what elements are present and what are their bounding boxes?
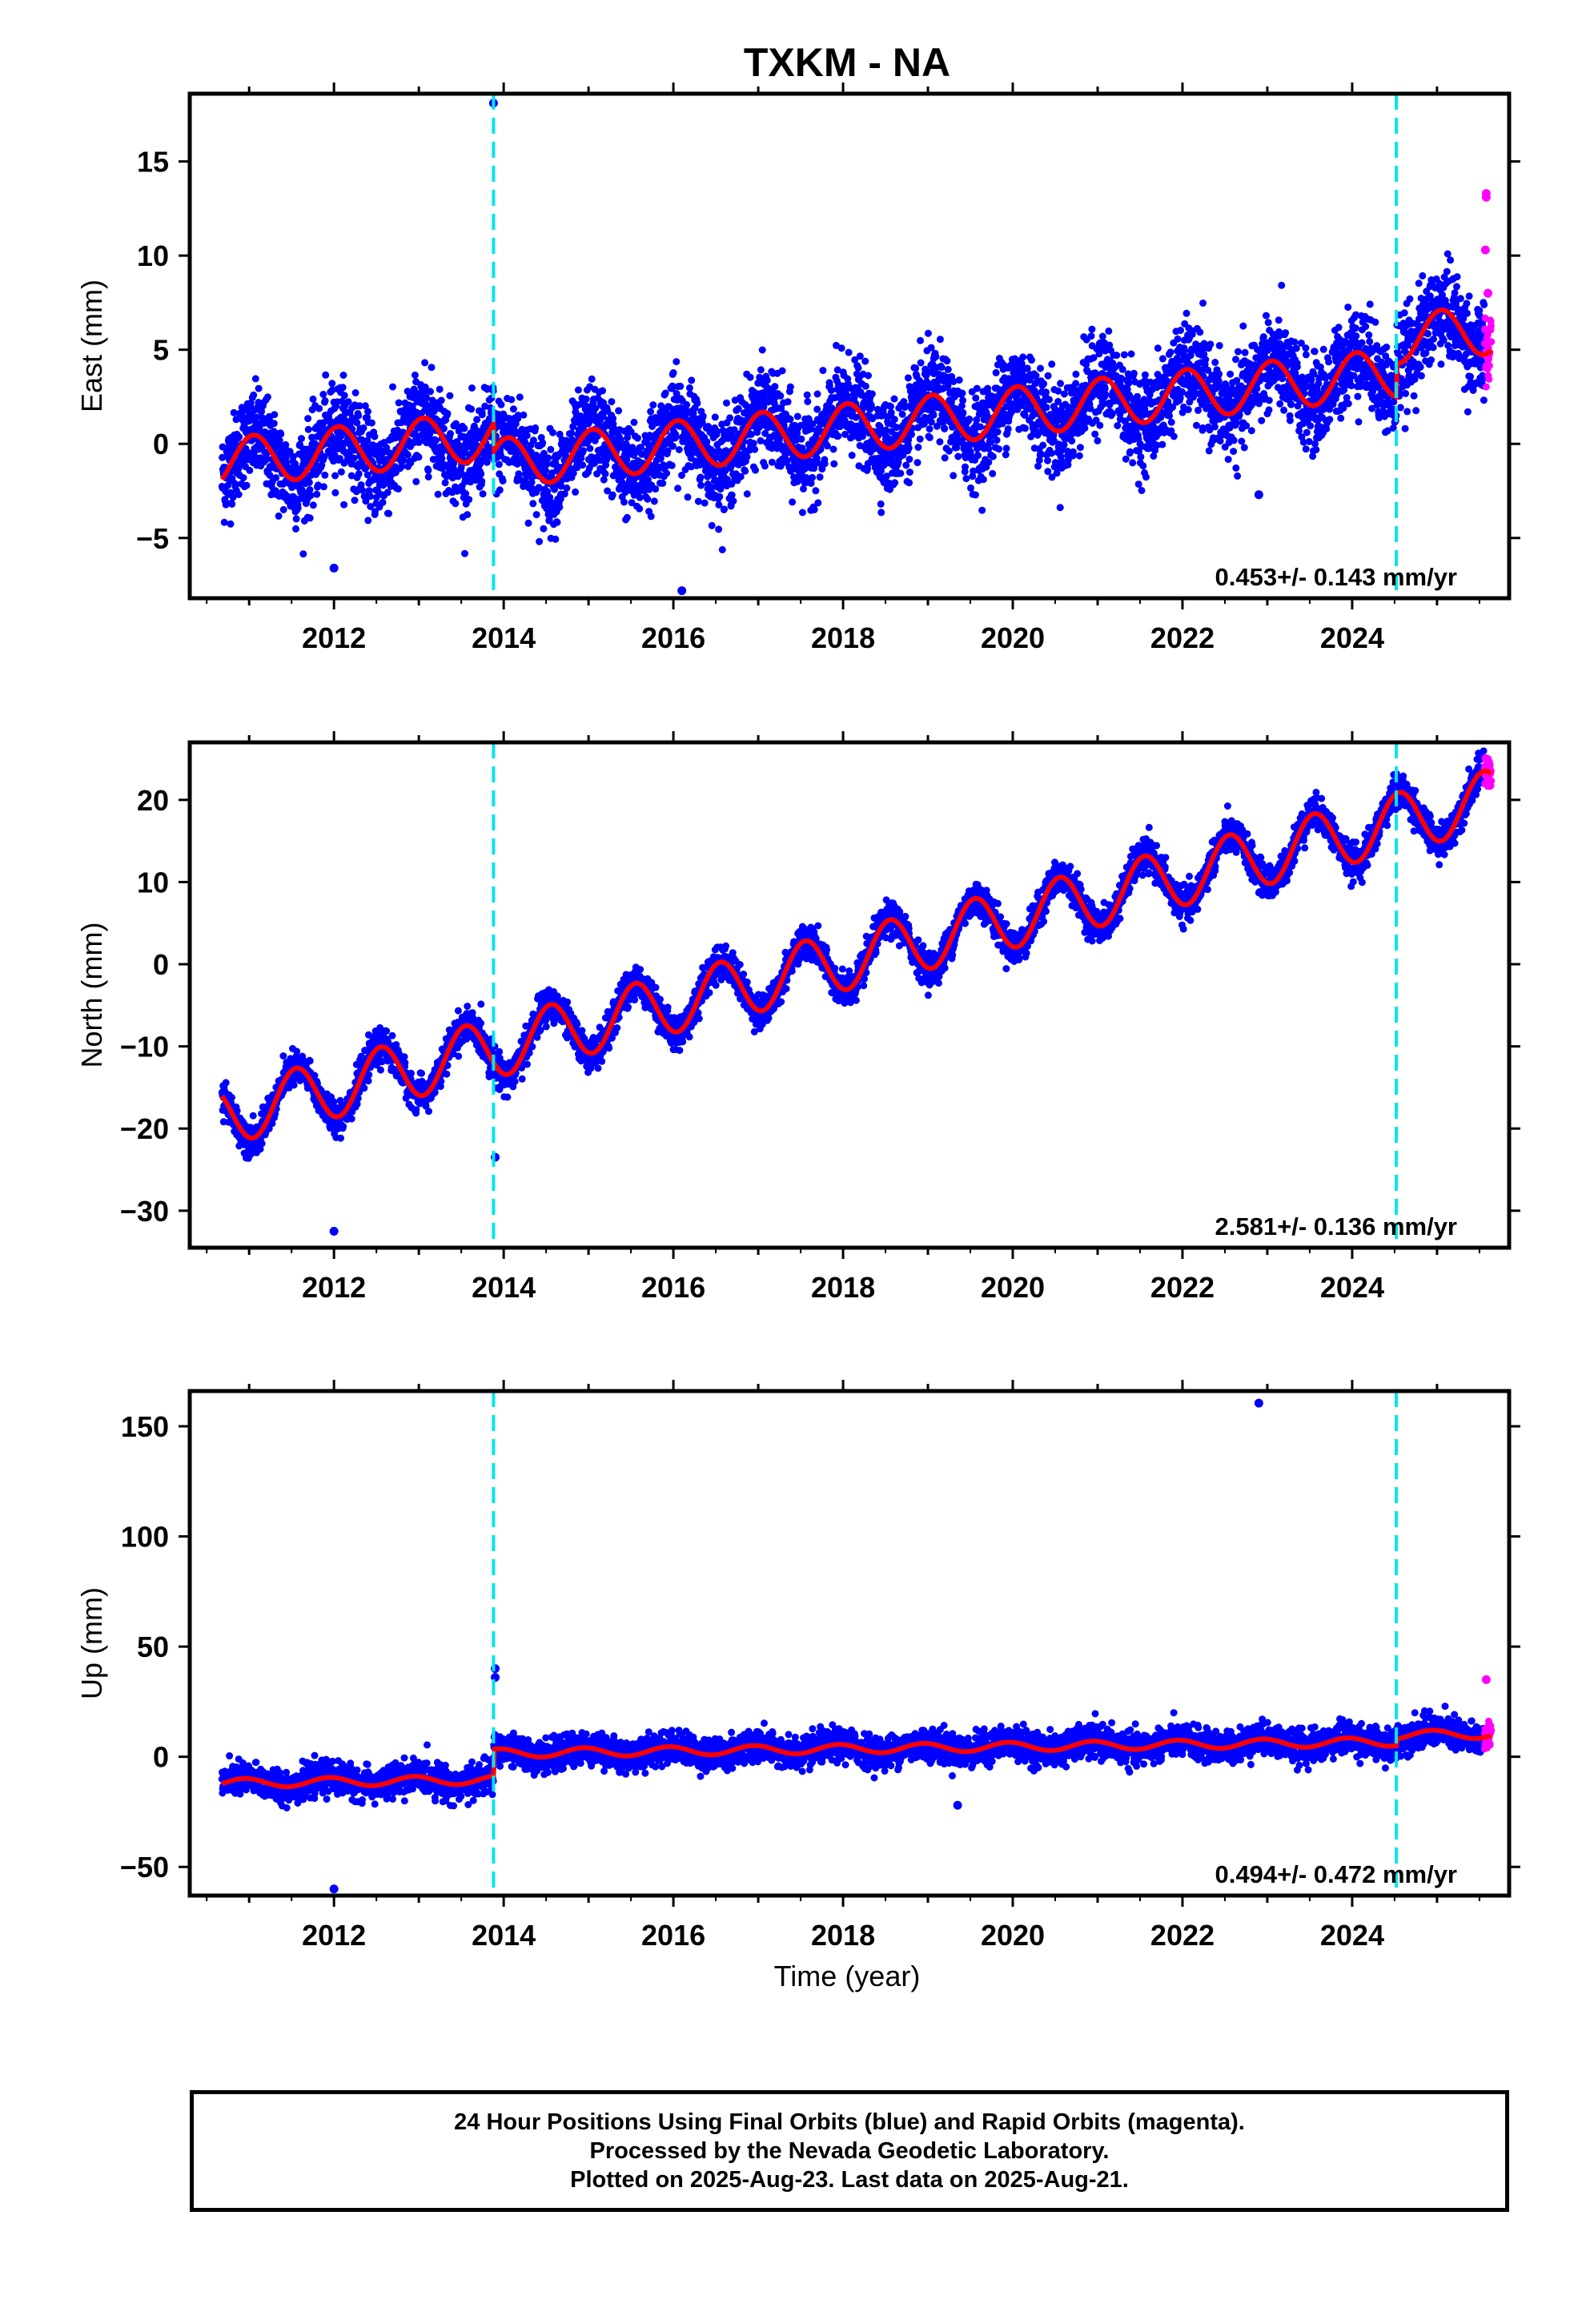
caption-line-1: 24 Hour Positions Using Final Orbits (bl… [454,2109,1245,2135]
east-xtick-label: 2024 [1320,621,1384,654]
north-ytick-label: −30 [120,1195,169,1228]
east-xtick-label: 2020 [981,621,1045,654]
panel-east: −5 0 5 10 15 2012 2014 2016 2018 2020 2022 2024 East… [75,82,1520,654]
north-xtick-label: 2024 [1320,1271,1384,1304]
caption-line-2: Processed by the Nevada Geodetic Laborat… [589,2138,1110,2164]
up-model-line [221,1727,1492,1790]
north-y-axis-label: North (mm) [75,923,108,1068]
north-outlier-point [329,1226,339,1236]
east-ytick-label: 5 [153,334,169,367]
up-xtick-label: 2012 [302,1919,366,1952]
east-outlier-point [1484,288,1493,298]
caption-box: 24 Hour Positions Using Final Orbits (bl… [190,2090,1509,2212]
north-xtick-label: 2014 [472,1271,536,1304]
x-axis-label: Time (year) [774,1960,921,1992]
up-final-orbit-marks [218,1703,1488,1811]
east-xtick-label: 2022 [1150,621,1215,654]
north-xtick-label: 2018 [811,1271,875,1304]
panel-north: −30 −20 −10 0 10 20 2012 2014 2016 2018 2020 2022 20… [75,731,1520,1304]
up-outlier-point [329,1884,339,1894]
north-rate-label: 2.581+/- 0.136 mm/yr [1215,1212,1457,1240]
up-frame [187,1389,1512,1898]
up-xtick-label: 2024 [1320,1919,1384,1952]
north-ytick-label: 10 [137,866,169,899]
north-ytick-label: 20 [137,784,169,817]
up-xtick-label: 2018 [811,1919,875,1952]
up-outlier-point [1481,1675,1491,1684]
up-ytick-label: −50 [120,1851,169,1884]
caption-line-3: Plotted on 2025-Aug-23. Last data on 202… [570,2167,1129,2193]
north-model-line [219,768,1493,1141]
up-xtick-label: 2022 [1150,1919,1215,1952]
east-xtick-label: 2014 [472,621,536,654]
east-outlier-point [1254,490,1263,500]
north-frame [187,740,1512,1250]
north-ytick-label: 0 [153,948,169,981]
east-rate-label: 0.453+/- 0.143 mm/yr [1215,563,1457,591]
north-xtick-label: 2022 [1150,1271,1215,1304]
east-final-orbit-points [218,99,1496,596]
east-ytick-label: −5 [136,522,169,555]
east-ytick-label: 10 [137,239,169,272]
up-ytick-label: 50 [137,1630,169,1663]
north-ytick-label: −10 [120,1031,169,1063]
east-ytick-label: 15 [137,146,169,179]
up-outlier-point [953,1800,962,1810]
east-frame [187,91,1512,601]
up-ytick-label: 100 [121,1521,169,1554]
east-xtick-label: 2016 [641,621,705,654]
up-rate-label: 0.494+/- 0.472 mm/yr [1215,1860,1457,1888]
north-ytick-label: −20 [120,1112,169,1145]
east-model-line [219,308,1493,485]
east-outlier-point [329,563,339,573]
east-xtick-label: 2018 [811,621,875,654]
east-outlier-point [1480,245,1490,255]
east-xtick-label: 2012 [302,621,366,654]
chart-title: TXKM - NA [744,40,950,85]
up-outlier-point [1254,1398,1263,1408]
panel-up: −50 0 50 100 150 2012 2014 2016 2018 2020 2022 2024… [75,1380,1520,1952]
east-y-axis-label: East (mm) [75,279,108,412]
up-ytick-label: 0 [153,1741,169,1774]
up-xtick-label: 2014 [472,1919,536,1952]
up-ytick-label: 150 [121,1410,169,1443]
east-ytick-label: 0 [153,428,169,460]
up-y-axis-label: Up (mm) [75,1587,108,1699]
north-final-orbit-marks [218,747,1488,1162]
up-xtick-label: 2016 [641,1919,705,1952]
up-final-orbit-points [218,1398,1496,1894]
north-xtick-label: 2016 [641,1271,705,1304]
east-outlier-point [677,586,687,596]
north-xtick-label: 2020 [981,1271,1045,1304]
east-outlier-point [1481,192,1491,202]
north-xtick-label: 2012 [302,1271,366,1304]
up-xtick-label: 2020 [981,1919,1045,1952]
